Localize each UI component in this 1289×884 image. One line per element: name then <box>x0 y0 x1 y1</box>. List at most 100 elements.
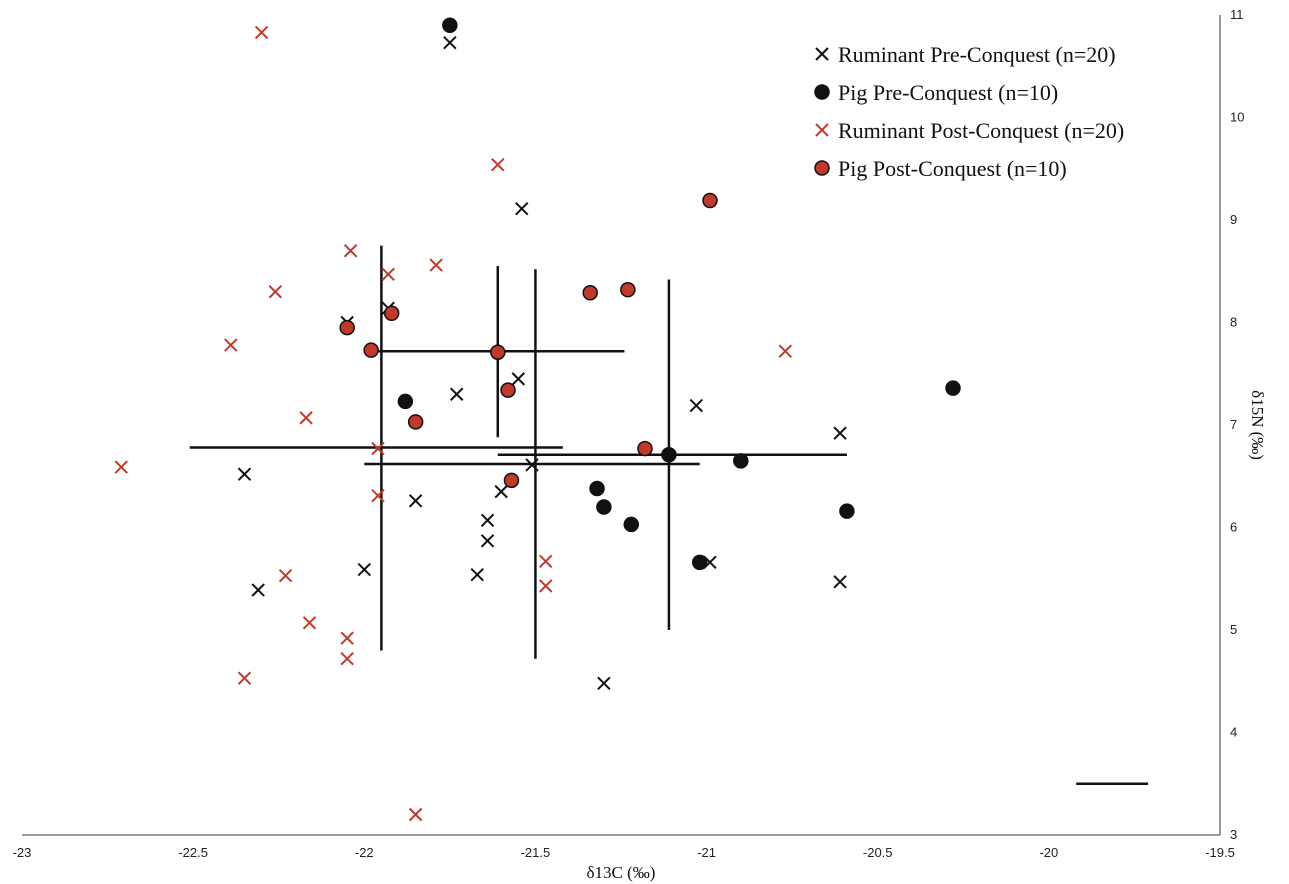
point-cross <box>443 35 457 50</box>
legend: Ruminant Pre-Conquest (n=20) Pig Pre-Conq… <box>814 42 1124 181</box>
y-tick-label: 6 <box>1230 520 1237 535</box>
y-tick-label: 10 <box>1230 110 1244 125</box>
y-tick-label: 11 <box>1230 7 1244 22</box>
point-cross <box>114 460 128 474</box>
point-circle <box>407 414 424 430</box>
point-circle <box>596 499 612 515</box>
point-cross <box>833 575 847 589</box>
point-cross <box>511 372 526 386</box>
legend-label: Ruminant Pre-Conquest (n=20) <box>838 42 1116 67</box>
x-tick-labels: -23 -22.5 -22 -21.5 -21 -20.5 -20 -19.5 <box>13 845 1235 860</box>
point-circle <box>691 554 708 571</box>
point-cross <box>597 676 611 691</box>
point-cross <box>470 567 484 582</box>
series <box>339 192 718 489</box>
legend-label: Pig Pre-Conquest (n=10) <box>838 80 1058 105</box>
x-tick-label: -20 <box>1039 845 1058 860</box>
y-tick-label: 8 <box>1230 315 1237 330</box>
point-circle <box>839 503 855 519</box>
point-cross <box>689 398 704 413</box>
point-cross <box>833 426 847 440</box>
legend-label: Ruminant Post-Conquest (n=20) <box>838 118 1124 143</box>
point-cross <box>778 344 793 358</box>
point-cross <box>480 534 495 548</box>
point-circle <box>363 342 379 358</box>
point-circle <box>339 319 355 336</box>
point-cross <box>429 258 443 272</box>
point-cross <box>494 484 508 499</box>
point-cross <box>525 458 539 472</box>
legend-label: Pig Post-Conquest (n=10) <box>838 156 1067 181</box>
point-circle <box>397 393 414 410</box>
point-circle <box>620 281 636 298</box>
point-circle <box>945 380 961 396</box>
point-cross <box>340 631 354 645</box>
point-cross <box>491 157 505 172</box>
y-tick-label: 7 <box>1230 417 1237 432</box>
point-cross <box>251 583 265 597</box>
point-cross <box>371 441 385 456</box>
point-circle <box>623 516 640 533</box>
point-circle <box>500 382 516 398</box>
legend-marker <box>814 84 830 100</box>
y-tick-label: 5 <box>1230 622 1237 637</box>
point-cross <box>449 387 464 401</box>
legend-marker <box>815 47 829 61</box>
x-tick-label: -22 <box>355 845 374 860</box>
x-tick-label: -21.5 <box>521 845 551 860</box>
series <box>237 35 847 691</box>
point-circle <box>637 440 653 457</box>
point-circle <box>589 480 605 497</box>
x-tick-label: -20.5 <box>863 845 893 860</box>
point-cross <box>278 568 293 583</box>
series <box>397 17 961 571</box>
point-cross <box>302 616 317 630</box>
legend-entry: Pig Post-Conquest (n=10) <box>814 156 1067 181</box>
axes <box>22 15 1221 836</box>
y-tick-label: 9 <box>1230 212 1237 227</box>
point-cross <box>408 494 423 508</box>
point-cross <box>371 489 385 503</box>
point-circle <box>383 305 400 322</box>
x-tick-label: -21 <box>697 845 716 860</box>
point-cross <box>254 25 269 40</box>
error-bars <box>189 245 1149 785</box>
point-circle <box>442 17 458 33</box>
x-tick-label: -23 <box>13 845 32 860</box>
point-cross <box>268 285 282 299</box>
point-cross <box>343 244 358 258</box>
legend-entry: Ruminant Post-Conquest (n=20) <box>815 118 1124 143</box>
point-cross <box>408 807 423 822</box>
x-tick-label: -22.5 <box>178 845 208 860</box>
y-tick-labels: 3 4 5 6 7 8 9 10 11 <box>1230 7 1244 842</box>
data-points <box>114 17 961 822</box>
legend-entry: Pig Pre-Conquest (n=10) <box>814 80 1058 105</box>
point-circle <box>702 192 718 209</box>
point-cross <box>515 202 529 216</box>
y-axis-title: δ15N (‰) <box>1248 390 1267 460</box>
point-cross <box>538 579 553 593</box>
x-axis-title: δ13C (‰) <box>587 863 656 882</box>
y-tick-label: 4 <box>1230 725 1237 740</box>
point-cross <box>357 562 371 577</box>
x-tick-label: -19.5 <box>1205 845 1235 860</box>
point-cross <box>480 513 495 528</box>
point-circle <box>733 453 749 469</box>
point-circle <box>503 472 520 489</box>
point-circle <box>661 446 677 463</box>
series <box>114 25 793 822</box>
point-cross <box>381 267 395 282</box>
point-circle <box>582 285 598 301</box>
point-cross <box>237 467 252 481</box>
point-circle <box>490 344 506 360</box>
point-cross <box>340 651 354 666</box>
point-cross <box>538 554 553 569</box>
point-cross <box>299 411 313 425</box>
legend-marker <box>815 123 829 137</box>
point-cross <box>237 671 252 685</box>
legend-marker <box>814 160 830 176</box>
legend-entry: Ruminant Pre-Conquest (n=20) <box>815 42 1116 67</box>
y-tick-label: 3 <box>1230 827 1237 842</box>
point-cross <box>224 338 238 352</box>
